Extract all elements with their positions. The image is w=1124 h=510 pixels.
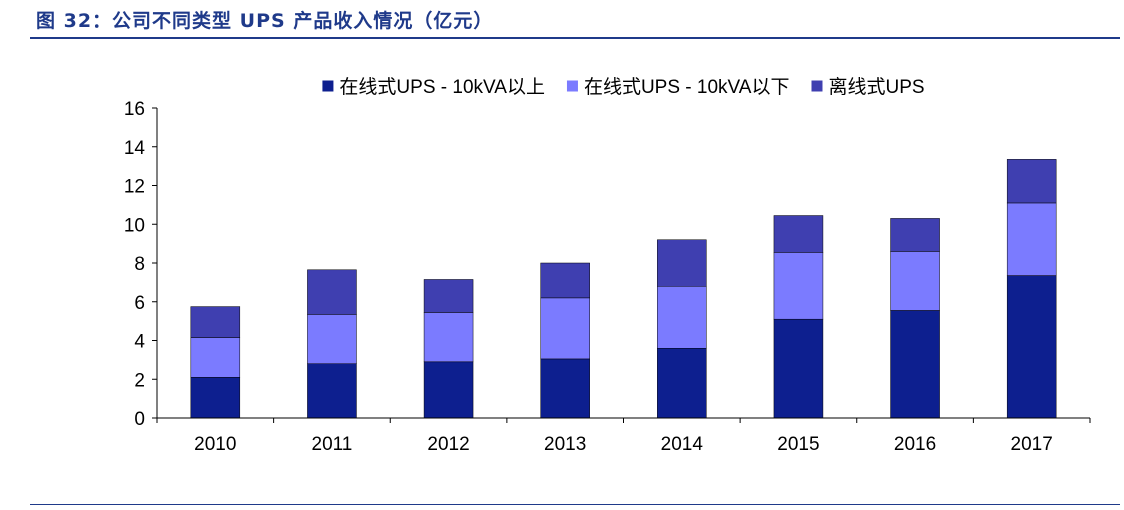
bar-segment [423, 361, 474, 419]
figure-title: 图 32：公司不同类型 UPS 产品收入情况（亿元） [36, 10, 494, 32]
x-tick-label: 2014 [661, 434, 704, 455]
legend-label: 在线式UPS - 10kVA以下 [584, 76, 790, 98]
bar-segment [307, 363, 357, 419]
y-tick-label: 8 [134, 254, 145, 275]
bar-segment [890, 251, 940, 311]
bar-segment [1006, 275, 1057, 419]
y-tick-label: 0 [134, 409, 145, 430]
x-tick-label: 2013 [544, 434, 586, 455]
bar-segment [1006, 159, 1057, 204]
bar-segment [307, 269, 357, 315]
bar-segment [657, 239, 707, 287]
x-tick-label: 2017 [1011, 434, 1053, 455]
bar-segment [190, 306, 241, 338]
bar-segment [540, 262, 590, 299]
x-tick-label: 2012 [427, 434, 469, 455]
legend-swatch [566, 80, 578, 92]
x-tick-label: 2016 [894, 434, 936, 455]
title-rule [30, 37, 1120, 39]
chart-axes: 0 2 4 6 8 10 12 14 16 2010 2011 2012 2013 2014 2015 201… [124, 99, 1091, 455]
y-tick-label: 12 [124, 177, 145, 198]
bar-segment [890, 218, 940, 252]
bar-segment [657, 348, 707, 419]
y-tick-label: 16 [124, 99, 145, 120]
chart-bars [190, 159, 1057, 419]
y-tick-label: 6 [134, 293, 145, 314]
y-tick-label: 2 [134, 370, 145, 391]
y-tick-label: 10 [124, 215, 145, 236]
x-tick-label: 2011 [312, 434, 353, 455]
bar-segment [540, 358, 590, 419]
bar-segment [540, 297, 590, 360]
bar-segment [423, 279, 474, 313]
bar-segment [307, 314, 357, 364]
legend-label: 离线式UPS [828, 76, 924, 98]
bar-segment [1006, 202, 1057, 276]
bar-segment [190, 377, 241, 419]
bar-segment [423, 312, 474, 363]
bar-segment [657, 286, 707, 349]
bar-segment [773, 252, 824, 320]
bar-segment [773, 318, 824, 419]
legend-swatch [811, 80, 823, 92]
x-tick-label: 2010 [194, 434, 236, 455]
legend-label: 在线式UPS - 10kVA以上 [339, 76, 545, 98]
legend-swatch [322, 80, 334, 92]
chart-legend: 在线式UPS - 10kVA以上 在线式UPS - 10kVA以下 离线式UPS [322, 76, 925, 98]
x-tick-label: 2015 [777, 434, 819, 455]
bar-segment [890, 310, 940, 419]
y-tick-label: 4 [134, 332, 145, 353]
bar-segment [773, 215, 824, 253]
bottom-rule [30, 504, 1120, 505]
y-tick-label: 14 [124, 138, 146, 159]
bar-segment [190, 337, 241, 378]
